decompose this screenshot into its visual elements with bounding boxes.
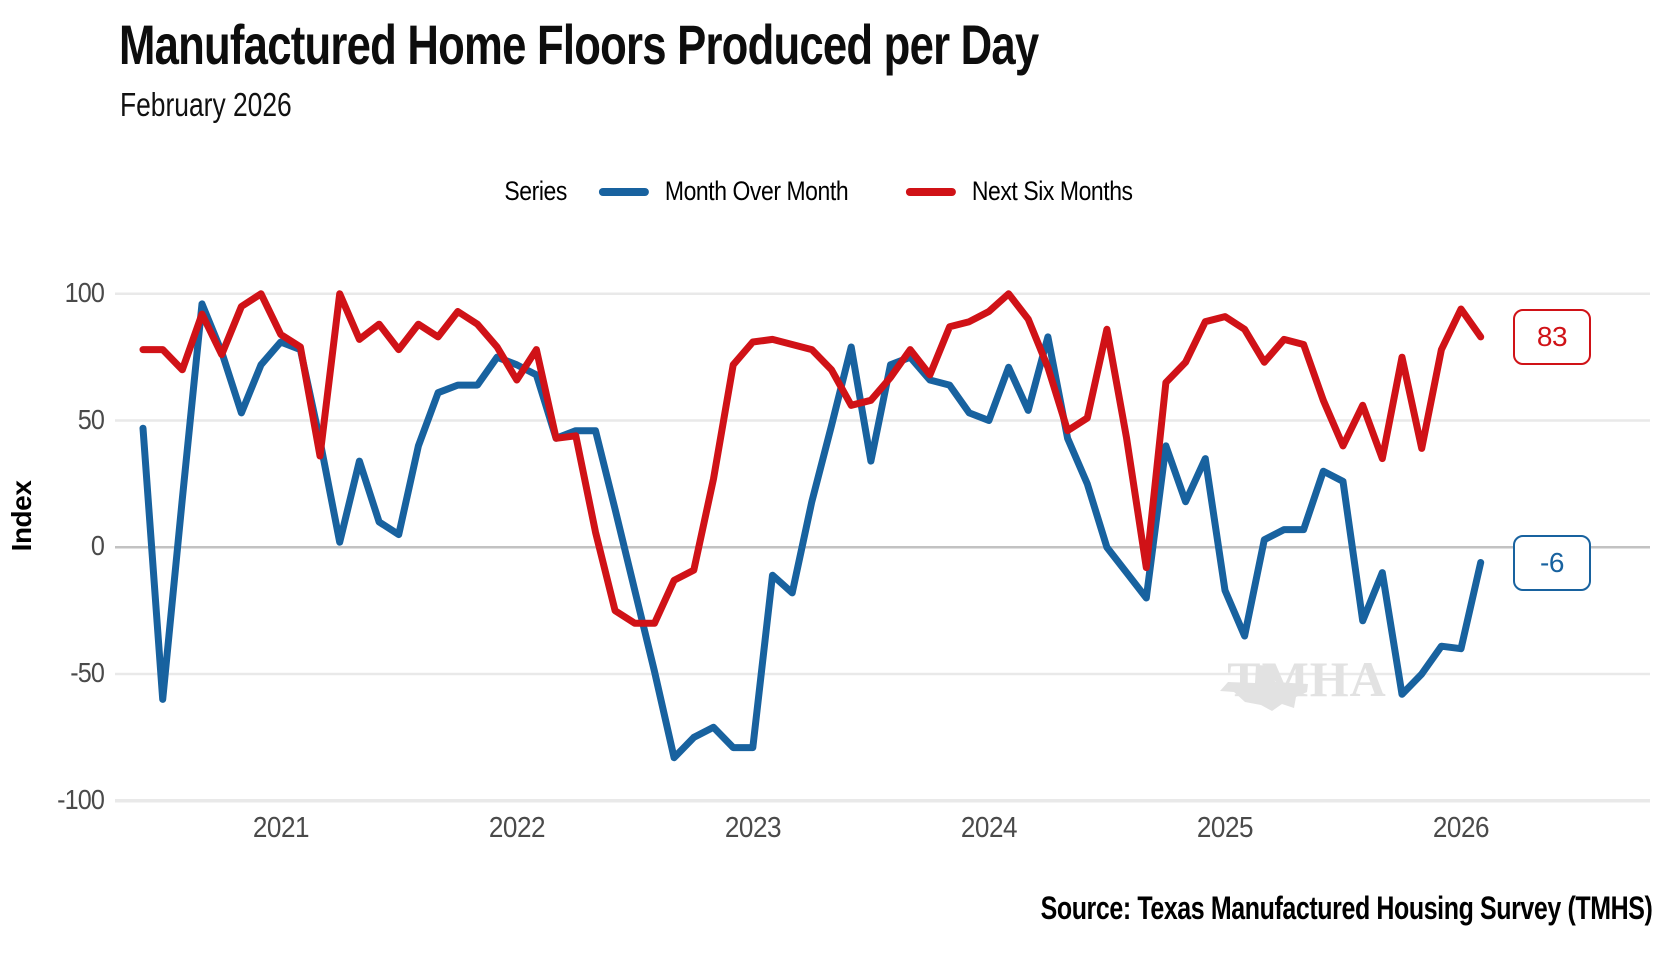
y-tick-label: 0 bbox=[90, 530, 105, 562]
page-title: Manufactured Home Floors Produced per Da… bbox=[119, 13, 1039, 76]
next-six-months-swatch-icon bbox=[906, 187, 957, 196]
y-tick-label: -100 bbox=[57, 783, 105, 815]
legend: Series Month Over Month Next Six Months bbox=[499, 176, 1161, 207]
x-tick-label: 2023 bbox=[724, 812, 782, 844]
y-tick-label: -50 bbox=[70, 657, 105, 689]
month-over-month-swatch-icon bbox=[598, 187, 649, 196]
legend-item-label: Month Over Month bbox=[664, 176, 848, 206]
legend-item-month-over-month: Month Over Month bbox=[598, 176, 880, 207]
end-value-text: -6 bbox=[1540, 546, 1564, 578]
legend-title: Series bbox=[504, 176, 567, 206]
month-over-month-end-value-badge: -6 bbox=[1513, 534, 1591, 591]
x-tick-label: 2021 bbox=[252, 812, 310, 844]
y-tick-label: 50 bbox=[77, 403, 105, 435]
y-tick-label: 100 bbox=[64, 276, 105, 308]
legend-item-label: Next Six Months bbox=[972, 176, 1133, 206]
x-tick-label: 2025 bbox=[1196, 812, 1254, 844]
x-tick-label: 2024 bbox=[960, 812, 1018, 844]
end-value-text: 83 bbox=[1536, 320, 1568, 352]
x-tick-label: 2022 bbox=[488, 812, 546, 844]
legend-item-next-six-months: Next Six Months bbox=[906, 176, 1161, 207]
next-six-months-end-value-badge: 83 bbox=[1513, 308, 1591, 365]
x-tick-label: 2026 bbox=[1432, 812, 1490, 844]
source-note: Source: Texas Manufactured Housing Surve… bbox=[1040, 890, 1652, 926]
page-subtitle: February 2026 bbox=[120, 86, 292, 123]
